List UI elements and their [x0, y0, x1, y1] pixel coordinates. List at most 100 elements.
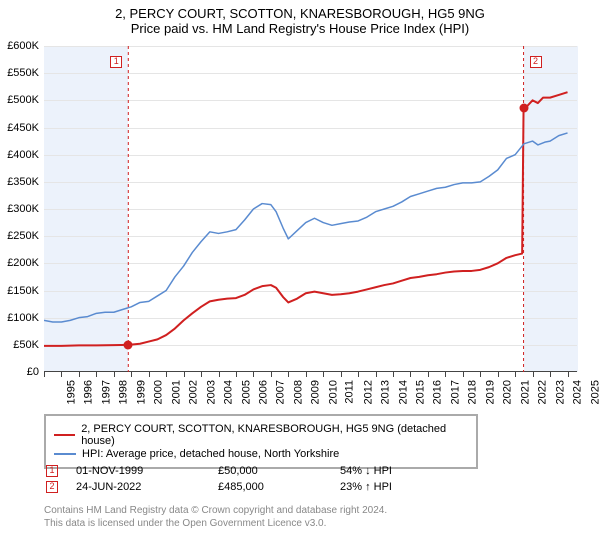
x-tick-label: 2001	[170, 380, 182, 404]
legend-row: 2, PERCY COURT, SCOTTON, KNARESBOROUGH, …	[54, 423, 468, 447]
y-tick-label: £250K	[7, 230, 39, 242]
x-tick-label: 1995	[65, 380, 77, 404]
sale-date: 01-NOV-1999	[76, 464, 216, 478]
x-tick-label: 2006	[257, 380, 269, 404]
x-tick-label: 1996	[83, 380, 95, 404]
footer: Contains HM Land Registry data © Crown c…	[44, 504, 387, 530]
x-tick-mark	[428, 372, 429, 377]
x-tick-label: 2013	[380, 380, 392, 404]
x-tick-label: 2009	[310, 380, 322, 404]
sale-marker-dot	[519, 104, 528, 113]
x-tick-label: 2021	[519, 380, 531, 404]
x-tick-mark	[341, 372, 342, 377]
x-tick-mark	[79, 372, 80, 377]
x-tick-label: 2024	[572, 380, 584, 404]
x-tick-mark	[358, 372, 359, 377]
x-tick-label: 2008	[292, 380, 304, 404]
x-tick-label: 2014	[397, 380, 409, 404]
sale-marker-dot	[124, 340, 133, 349]
sale-marker-box: 2	[530, 56, 542, 68]
x-tick-label: 2011	[344, 380, 356, 404]
x-tick-mark	[306, 372, 307, 377]
x-tick-label: 2017	[449, 380, 461, 404]
x-tick-mark	[219, 372, 220, 377]
x-tick-label: 2022	[537, 380, 549, 404]
x-tick-mark	[236, 372, 237, 377]
y-tick-label: £300K	[7, 203, 39, 215]
footer-line-2: This data is licensed under the Open Gov…	[44, 517, 387, 530]
x-tick-mark	[445, 372, 446, 377]
x-tick-mark	[131, 372, 132, 377]
series-price_paid	[44, 92, 568, 346]
x-tick-label: 2019	[484, 380, 496, 404]
y-tick-label: £400K	[7, 149, 39, 161]
x-tick-mark	[463, 372, 464, 377]
x-tick-mark	[480, 372, 481, 377]
legend: 2, PERCY COURT, SCOTTON, KNARESBOROUGH, …	[44, 414, 478, 469]
y-tick-label: £200K	[7, 257, 39, 269]
legend-swatch	[54, 434, 75, 436]
sale-price: £485,000	[218, 480, 338, 494]
sale-price: £50,000	[218, 464, 338, 478]
sale-vs-hpi: 54% ↓ HPI	[340, 464, 402, 478]
x-tick-mark	[568, 372, 569, 377]
titles: 2, PERCY COURT, SCOTTON, KNARESBOROUGH, …	[0, 0, 600, 38]
y-tick-label: £500K	[7, 94, 39, 106]
x-tick-label: 2004	[223, 380, 235, 404]
legend-row: HPI: Average price, detached house, Nort…	[54, 448, 468, 460]
chart-container: 2, PERCY COURT, SCOTTON, KNARESBOROUGH, …	[0, 0, 600, 560]
x-tick-label: 2023	[554, 380, 566, 404]
x-tick-mark	[323, 372, 324, 377]
y-tick-label: £50K	[13, 339, 39, 351]
x-tick-label: 1999	[135, 380, 147, 404]
legend-swatch	[54, 453, 76, 455]
x-tick-mark	[61, 372, 62, 377]
y-tick-label: £150K	[7, 285, 39, 297]
x-tick-mark	[96, 372, 97, 377]
x-tick-label: 2002	[188, 380, 200, 404]
x-tick-mark	[533, 372, 534, 377]
x-tick-label: 2016	[432, 380, 444, 404]
sales-row: 1 01-NOV-1999£50,00054% ↓ HPI	[46, 464, 402, 478]
sale-marker-box: 1	[110, 56, 122, 68]
chart-svg	[44, 46, 578, 372]
y-tick-label: £550K	[7, 67, 39, 79]
x-tick-label: 2025	[589, 380, 600, 404]
y-tick-label: £350K	[7, 176, 39, 188]
x-tick-label: 2020	[502, 380, 514, 404]
x-tick-mark	[550, 372, 551, 377]
plot-area: £0£50K£100K£150K£200K£250K£300K£350K£400…	[44, 46, 578, 372]
x-tick-label: 2003	[205, 380, 217, 404]
x-tick-mark	[376, 372, 377, 377]
x-tick-mark	[515, 372, 516, 377]
x-tick-label: 2012	[362, 380, 374, 404]
x-tick-mark	[271, 372, 272, 377]
x-tick-label: 2005	[240, 380, 252, 404]
sales-row: 2 24-JUN-2022£485,00023% ↑ HPI	[46, 480, 402, 494]
title-address: 2, PERCY COURT, SCOTTON, KNARESBOROUGH, …	[0, 6, 600, 21]
sale-marker-box: 2	[46, 481, 58, 493]
x-tick-mark	[114, 372, 115, 377]
legend-label: 2, PERCY COURT, SCOTTON, KNARESBOROUGH, …	[81, 423, 468, 447]
x-tick-label: 1997	[100, 380, 112, 404]
x-tick-mark	[201, 372, 202, 377]
y-tick-label: £600K	[7, 40, 39, 52]
title-subtitle: Price paid vs. HM Land Registry's House …	[0, 21, 600, 36]
x-tick-label: 2000	[153, 380, 165, 404]
x-tick-label: 1998	[118, 380, 130, 404]
x-tick-mark	[149, 372, 150, 377]
x-tick-mark	[498, 372, 499, 377]
sale-vs-hpi: 23% ↑ HPI	[340, 480, 402, 494]
sales-table: 1 01-NOV-1999£50,00054% ↓ HPI 2 24-JUN-2022…	[44, 462, 404, 496]
y-tick-label: £450K	[7, 122, 39, 134]
x-tick-label: 2010	[327, 380, 339, 404]
sale-marker-box: 1	[46, 465, 58, 477]
y-tick-label: £0	[27, 366, 39, 378]
y-tick-label: £100K	[7, 312, 39, 324]
x-tick-label: 2015	[415, 380, 427, 404]
legend-label: HPI: Average price, detached house, Nort…	[82, 448, 339, 460]
x-tick-mark	[288, 372, 289, 377]
x-tick-label: 2007	[275, 380, 287, 404]
sale-date: 24-JUN-2022	[76, 480, 216, 494]
x-tick-mark	[410, 372, 411, 377]
